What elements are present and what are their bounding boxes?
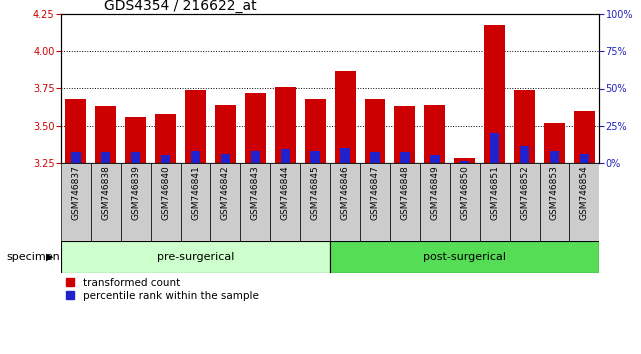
Bar <box>71 153 81 163</box>
Bar <box>460 161 469 163</box>
Bar <box>490 133 499 163</box>
Bar <box>430 155 440 163</box>
Bar <box>121 163 151 241</box>
Text: GSM746839: GSM746839 <box>131 165 140 220</box>
Bar <box>61 241 330 273</box>
Text: GSM746853: GSM746853 <box>550 165 559 220</box>
Bar <box>544 123 565 163</box>
Bar <box>155 114 176 163</box>
Bar <box>479 163 510 241</box>
Bar <box>275 87 296 163</box>
Bar <box>161 155 171 163</box>
Bar <box>574 111 595 163</box>
Text: GDS4354 / 216622_at: GDS4354 / 216622_at <box>104 0 256 13</box>
Bar <box>125 117 146 163</box>
Bar <box>101 153 110 163</box>
Text: ▶: ▶ <box>46 252 53 262</box>
Bar <box>281 149 290 163</box>
Bar <box>185 90 206 163</box>
Bar <box>61 163 91 241</box>
Bar <box>360 163 390 241</box>
Bar <box>330 241 599 273</box>
Text: GSM746849: GSM746849 <box>430 165 439 220</box>
Bar <box>304 99 326 163</box>
Legend: transformed count, percentile rank within the sample: transformed count, percentile rank withi… <box>66 278 259 301</box>
Bar <box>300 163 330 241</box>
Bar <box>540 163 569 241</box>
Bar <box>520 147 529 163</box>
Bar <box>181 163 210 241</box>
Text: GSM746843: GSM746843 <box>251 165 260 220</box>
Bar <box>510 163 540 241</box>
Bar <box>420 163 450 241</box>
Bar <box>310 151 320 163</box>
Bar <box>131 153 140 163</box>
Text: post-surgerical: post-surgerical <box>423 252 506 262</box>
Text: GSM746847: GSM746847 <box>370 165 379 220</box>
Bar <box>96 106 116 163</box>
Bar <box>240 163 271 241</box>
Bar <box>151 163 181 241</box>
Bar <box>340 148 350 163</box>
Bar <box>191 151 200 163</box>
Bar <box>390 163 420 241</box>
Text: GSM746850: GSM746850 <box>460 165 469 220</box>
Bar <box>221 154 230 163</box>
Bar <box>271 163 300 241</box>
Bar <box>424 105 445 163</box>
Bar <box>484 24 505 163</box>
Text: GSM746844: GSM746844 <box>281 165 290 220</box>
Text: GSM746852: GSM746852 <box>520 165 529 220</box>
Bar <box>400 153 410 163</box>
Bar <box>514 90 535 163</box>
Bar <box>569 163 599 241</box>
Bar <box>91 163 121 241</box>
Bar <box>365 99 385 163</box>
Bar <box>370 153 379 163</box>
Text: GSM746837: GSM746837 <box>71 165 80 220</box>
Bar <box>579 154 589 163</box>
Text: GSM746841: GSM746841 <box>191 165 200 220</box>
Text: specimen: specimen <box>6 252 60 262</box>
Bar <box>210 163 240 241</box>
Text: GSM746842: GSM746842 <box>221 165 230 220</box>
Bar <box>335 71 356 163</box>
Text: GSM746854: GSM746854 <box>580 165 589 220</box>
Text: GSM746838: GSM746838 <box>101 165 110 220</box>
Text: GSM746851: GSM746851 <box>490 165 499 220</box>
Text: pre-surgerical: pre-surgerical <box>157 252 234 262</box>
Text: GSM746848: GSM746848 <box>401 165 410 220</box>
Bar <box>394 106 415 163</box>
Bar <box>330 163 360 241</box>
Bar <box>251 151 260 163</box>
Text: GSM746846: GSM746846 <box>340 165 349 220</box>
Text: GSM746840: GSM746840 <box>161 165 170 220</box>
Bar <box>450 163 479 241</box>
Bar <box>454 158 475 163</box>
Bar <box>550 151 559 163</box>
Bar <box>65 99 87 163</box>
Bar <box>215 105 236 163</box>
Bar <box>245 93 266 163</box>
Text: GSM746845: GSM746845 <box>311 165 320 220</box>
